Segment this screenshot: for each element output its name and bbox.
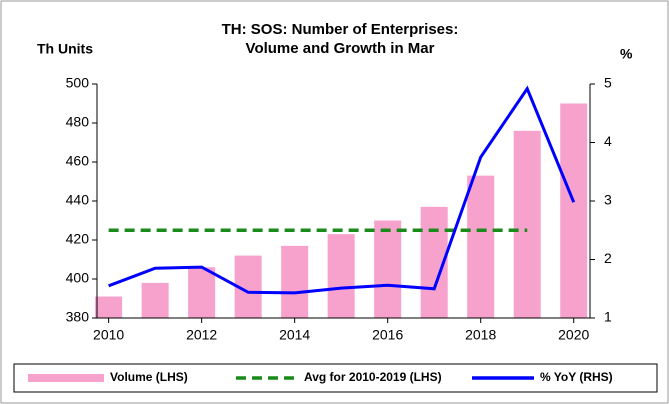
chart-subtitle: Volume and Growth in Mar — [246, 40, 435, 57]
y-tick-label: 460 — [66, 153, 90, 169]
x-tick-label: 2014 — [279, 327, 310, 343]
legend-label: % YoY (RHS) — [540, 370, 613, 384]
x-tick-label: 2012 — [186, 327, 217, 343]
y2-axis-label: % — [620, 46, 633, 62]
y-tick-label: 480 — [66, 114, 90, 130]
x-tick-label: 2010 — [93, 327, 124, 343]
bar — [95, 296, 123, 318]
y-axis-label: Th Units — [37, 41, 93, 57]
bar — [374, 220, 402, 318]
bar — [141, 282, 169, 318]
x-tick-label: 2016 — [372, 327, 403, 343]
y-tick-label: 420 — [66, 231, 90, 247]
chart-title: TH: SOS: Number of Enterprises: — [222, 21, 459, 38]
bar — [467, 175, 495, 318]
bar — [327, 234, 355, 318]
x-tick-label: 2020 — [558, 327, 589, 343]
y2-tick-label: 5 — [604, 75, 612, 91]
y2-tick-label: 4 — [604, 133, 612, 149]
legend-label: Volume (LHS) — [110, 370, 188, 384]
y2-tick-label: 3 — [604, 192, 612, 208]
y2-tick-label: 1 — [604, 309, 612, 325]
legend-label: Avg for 2010-2019 (LHS) — [304, 370, 442, 384]
legend-swatch — [28, 374, 104, 382]
y-tick-label: 500 — [66, 75, 90, 91]
y2-tick-label: 2 — [604, 250, 612, 266]
bar — [188, 267, 216, 318]
line — [108, 85, 576, 295]
bar — [281, 245, 309, 318]
legend-box — [13, 363, 658, 393]
bar — [560, 103, 588, 318]
x-tick-label: 2018 — [465, 327, 496, 343]
y-tick-label: 440 — [66, 192, 90, 208]
y-tick-label: 380 — [66, 309, 90, 325]
bar — [513, 130, 541, 318]
y-tick-label: 400 — [66, 270, 90, 286]
